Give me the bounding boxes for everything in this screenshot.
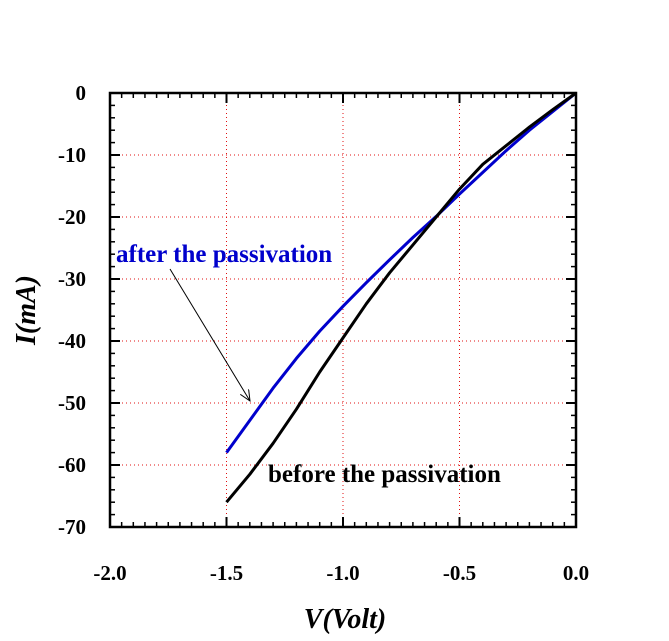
- series-lines: [225, 91, 577, 504]
- y-tick-labels: 0 -10 -20 -30 -40 -50 -60 -70: [58, 81, 86, 539]
- annotation-arrow: [169, 268, 250, 401]
- y-tick-label: -10: [58, 143, 86, 167]
- after-passivation-label: after the passivation: [116, 241, 332, 268]
- y-tick-label: -60: [58, 453, 86, 477]
- x-tick-label: -0.5: [443, 561, 476, 585]
- y-tick-label: -50: [58, 391, 86, 415]
- after-passivation-line: [225, 91, 577, 454]
- x-tick-labels: -2.0 -1.5 -1.0 -0.5 0.0: [93, 561, 589, 585]
- y-axis-title: I(mA): [11, 275, 42, 346]
- x-tick-label: 0.0: [563, 561, 589, 585]
- y-tick-label: -70: [58, 515, 86, 539]
- plot-frame: [108, 91, 578, 529]
- y-tick-label: -20: [58, 205, 86, 229]
- before-passivation-line: [225, 91, 577, 504]
- x-tick-label: -1.0: [326, 561, 359, 585]
- before-passivation-label: before the passivation: [268, 461, 501, 488]
- grid: [110, 93, 576, 527]
- y-tick-label: 0: [76, 81, 87, 105]
- y-tick-label: -30: [58, 267, 86, 291]
- x-tick-label: -1.5: [210, 561, 243, 585]
- x-tick-label: -2.0: [93, 561, 126, 585]
- y-tick-label: -40: [58, 329, 86, 353]
- x-axis-title: V(Volt): [304, 604, 386, 635]
